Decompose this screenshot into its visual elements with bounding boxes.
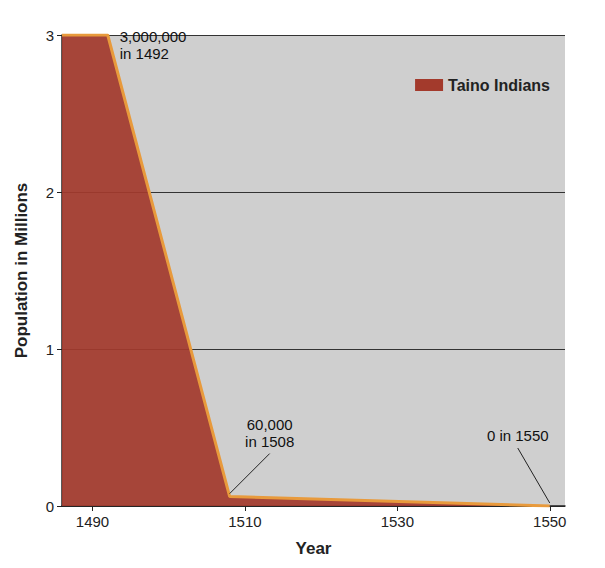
svg-text:in 1492: in 1492 <box>120 45 169 62</box>
svg-text:0 in 1550: 0 in 1550 <box>487 427 549 444</box>
svg-text:2: 2 <box>46 184 54 201</box>
svg-text:1550: 1550 <box>533 513 566 530</box>
svg-text:0: 0 <box>46 498 54 515</box>
svg-text:1510: 1510 <box>228 513 261 530</box>
svg-text:3,000,000: 3,000,000 <box>120 28 187 45</box>
svg-text:3: 3 <box>46 27 54 44</box>
svg-text:Population in Millions: Population in Millions <box>12 183 31 359</box>
svg-text:in 1508: in 1508 <box>245 433 294 450</box>
svg-text:1530: 1530 <box>381 513 414 530</box>
svg-text:1: 1 <box>46 341 54 358</box>
svg-text:60,000: 60,000 <box>247 416 293 433</box>
svg-text:Year: Year <box>296 539 332 558</box>
svg-text:1490: 1490 <box>76 513 109 530</box>
svg-text:Taino Indians: Taino Indians <box>448 77 550 94</box>
